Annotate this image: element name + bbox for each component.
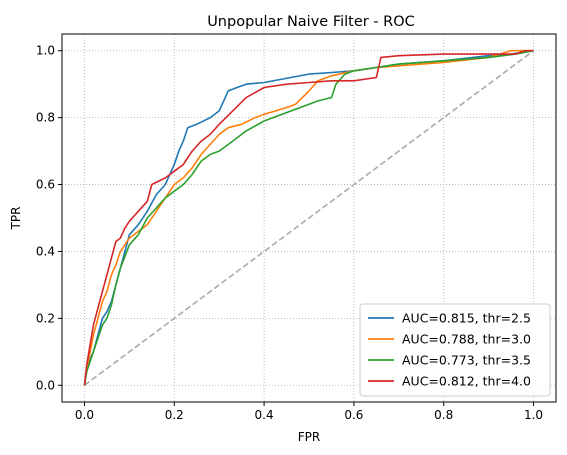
y-tick-label: 1.0 [36,44,55,58]
x-tick-label: 0.8 [434,408,453,422]
legend: AUC=0.815, thr=2.5 AUC=0.788, thr=3.0 AUC=… [359,303,551,397]
series-lines [83,49,534,386]
chance-line [83,50,535,386]
plot-frame [61,33,557,403]
y-tick-label: 0.4 [36,244,55,258]
x-tick-label: 0.4 [255,408,274,422]
legend-label: AUC=0.815, thr=2.5 [402,311,531,326]
legend-label: AUC=0.788, thr=3.0 [402,332,531,347]
y-tick-label: 0.6 [36,178,55,192]
x-axis-label: FPR [298,430,320,444]
series-line [83,49,534,386]
legend-box [359,303,551,397]
series-line [83,49,534,386]
chart-title: Unpopular Naive Filter - ROC [207,14,415,30]
y-tick-label: 0.8 [36,111,55,125]
legend-label: AUC=0.812, thr=4.0 [402,374,531,389]
x-tick-label: 0.0 [75,408,94,422]
x-tick-label: 1.0 [524,408,543,422]
x-tick-label: 0.2 [165,408,184,422]
legend-label: AUC=0.773, thr=3.5 [402,353,531,368]
axis-ticks: 0.0 0.2 0.4 0.6 0.8 1.0 0.0 0.2 0.4 0.6 0.8 1.0 [36,44,543,422]
y-tick-label: 0.0 [36,378,55,392]
x-tick-label: 0.6 [344,408,363,422]
y-axis-label: TPR [9,207,23,231]
y-tick-label: 0.2 [36,311,55,325]
chance-diagonal [83,50,535,386]
